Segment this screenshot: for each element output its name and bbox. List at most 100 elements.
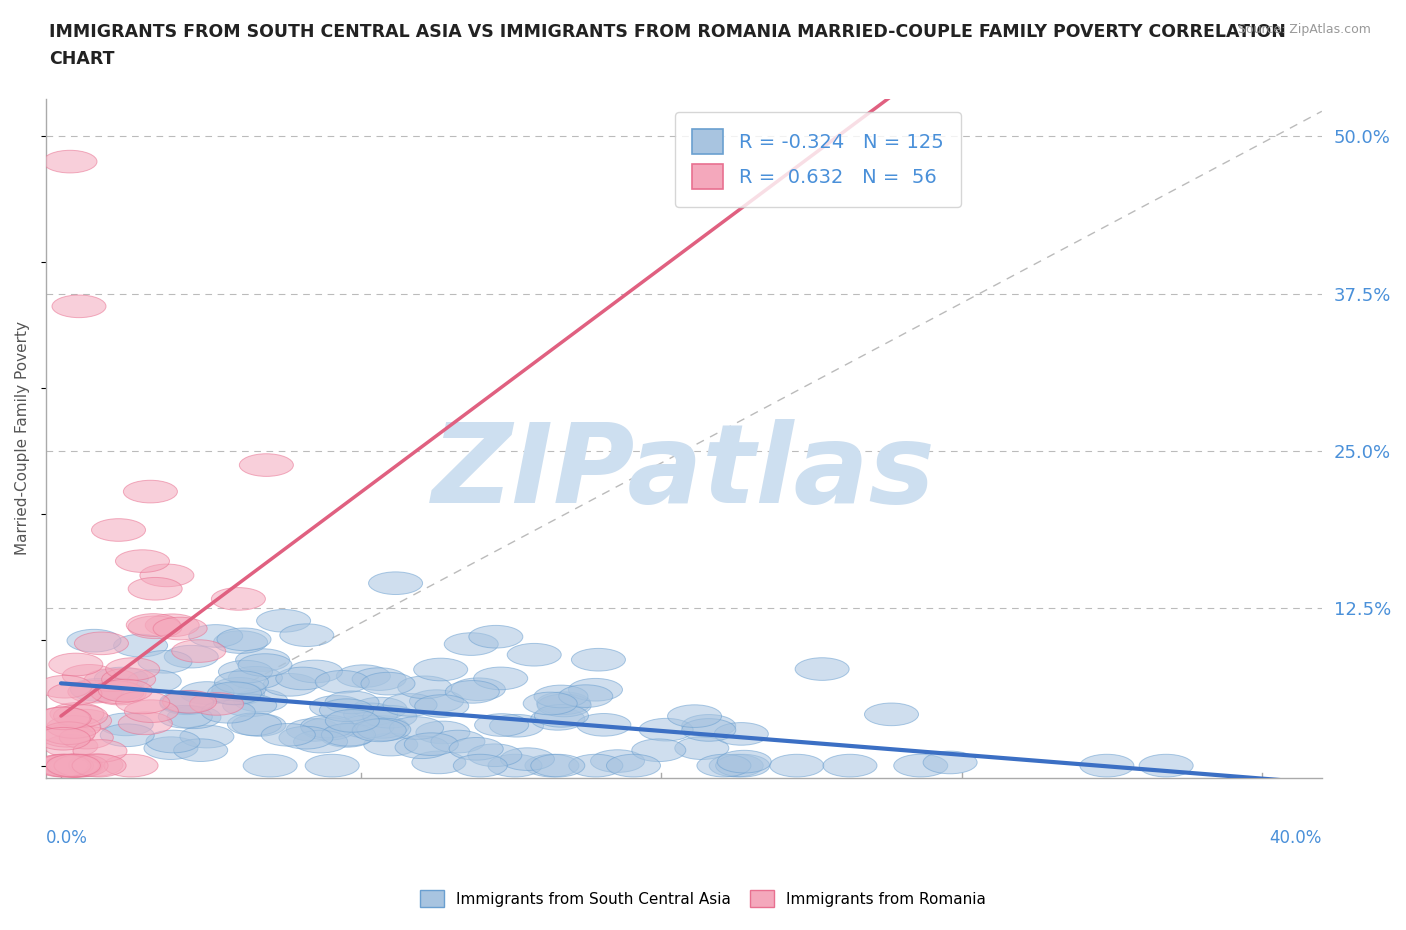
Ellipse shape (174, 738, 228, 762)
Ellipse shape (353, 698, 406, 720)
Ellipse shape (44, 151, 97, 173)
Y-axis label: Married-Couple Family Poverty: Married-Couple Family Poverty (15, 322, 30, 555)
Ellipse shape (236, 649, 290, 671)
Ellipse shape (232, 713, 285, 737)
Ellipse shape (523, 692, 578, 715)
Ellipse shape (262, 724, 315, 746)
Ellipse shape (256, 609, 311, 632)
Ellipse shape (568, 678, 623, 701)
Ellipse shape (301, 715, 354, 737)
Ellipse shape (716, 754, 769, 777)
Ellipse shape (714, 723, 768, 745)
Ellipse shape (309, 696, 364, 718)
Ellipse shape (128, 578, 183, 600)
Ellipse shape (91, 519, 146, 541)
Ellipse shape (41, 722, 96, 745)
Ellipse shape (796, 658, 849, 681)
Ellipse shape (501, 748, 554, 770)
Ellipse shape (398, 676, 451, 698)
Ellipse shape (46, 716, 101, 738)
Ellipse shape (305, 754, 359, 777)
Ellipse shape (70, 679, 125, 701)
Ellipse shape (48, 754, 103, 777)
Ellipse shape (59, 726, 114, 749)
Ellipse shape (449, 737, 503, 760)
Ellipse shape (475, 713, 529, 737)
Ellipse shape (364, 733, 418, 756)
Ellipse shape (280, 624, 333, 646)
Ellipse shape (124, 480, 177, 503)
Ellipse shape (1139, 754, 1194, 777)
Text: Source: ZipAtlas.com: Source: ZipAtlas.com (1237, 23, 1371, 36)
Ellipse shape (145, 614, 200, 636)
Ellipse shape (468, 625, 523, 648)
Ellipse shape (474, 667, 527, 690)
Ellipse shape (52, 754, 105, 777)
Ellipse shape (90, 681, 143, 704)
Ellipse shape (238, 654, 292, 676)
Ellipse shape (353, 719, 406, 741)
Ellipse shape (49, 754, 103, 777)
Ellipse shape (325, 691, 380, 713)
Ellipse shape (288, 660, 343, 683)
Ellipse shape (357, 718, 411, 741)
Ellipse shape (37, 754, 91, 777)
Ellipse shape (211, 683, 264, 705)
Ellipse shape (631, 739, 686, 762)
Ellipse shape (444, 632, 498, 656)
Ellipse shape (537, 692, 591, 714)
Ellipse shape (104, 754, 157, 777)
Ellipse shape (67, 681, 122, 703)
Ellipse shape (489, 714, 544, 737)
Ellipse shape (217, 628, 271, 651)
Ellipse shape (49, 653, 103, 676)
Ellipse shape (446, 681, 499, 703)
Ellipse shape (67, 630, 121, 652)
Ellipse shape (98, 679, 152, 702)
Ellipse shape (340, 715, 394, 737)
Ellipse shape (571, 648, 626, 671)
Ellipse shape (276, 667, 330, 690)
Ellipse shape (606, 754, 661, 777)
Ellipse shape (139, 565, 194, 587)
Ellipse shape (90, 678, 145, 701)
Ellipse shape (37, 727, 90, 751)
Ellipse shape (576, 713, 631, 737)
Ellipse shape (35, 754, 89, 777)
Ellipse shape (115, 691, 170, 713)
Ellipse shape (211, 588, 266, 610)
Ellipse shape (453, 754, 508, 777)
Ellipse shape (180, 682, 233, 704)
Ellipse shape (534, 685, 588, 708)
Ellipse shape (451, 678, 505, 700)
Ellipse shape (361, 672, 415, 695)
Ellipse shape (558, 684, 613, 708)
Ellipse shape (180, 725, 233, 748)
Ellipse shape (46, 754, 100, 777)
Ellipse shape (413, 658, 468, 681)
Ellipse shape (58, 710, 111, 732)
Ellipse shape (389, 717, 444, 739)
Ellipse shape (39, 724, 94, 747)
Ellipse shape (352, 668, 406, 690)
Ellipse shape (591, 750, 644, 773)
Ellipse shape (160, 690, 214, 713)
Ellipse shape (294, 730, 347, 753)
Ellipse shape (44, 735, 98, 757)
Legend: R = -0.324   N = 125, R =  0.632   N =  56: R = -0.324 N = 125, R = 0.632 N = 56 (675, 112, 962, 206)
Ellipse shape (321, 724, 374, 747)
Ellipse shape (100, 724, 155, 747)
Ellipse shape (315, 671, 370, 693)
Ellipse shape (146, 730, 200, 752)
Ellipse shape (159, 706, 212, 728)
Ellipse shape (319, 698, 374, 722)
Ellipse shape (38, 675, 91, 698)
Ellipse shape (53, 754, 108, 777)
Ellipse shape (530, 708, 585, 730)
Text: IMMIGRANTS FROM SOUTH CENTRAL ASIA VS IMMIGRANTS FROM ROMANIA MARRIED-COUPLE FAM: IMMIGRANTS FROM SOUTH CENTRAL ASIA VS IM… (49, 23, 1286, 68)
Ellipse shape (48, 754, 101, 777)
Ellipse shape (160, 692, 214, 714)
Ellipse shape (46, 754, 101, 777)
Ellipse shape (91, 683, 146, 705)
Ellipse shape (62, 665, 117, 687)
